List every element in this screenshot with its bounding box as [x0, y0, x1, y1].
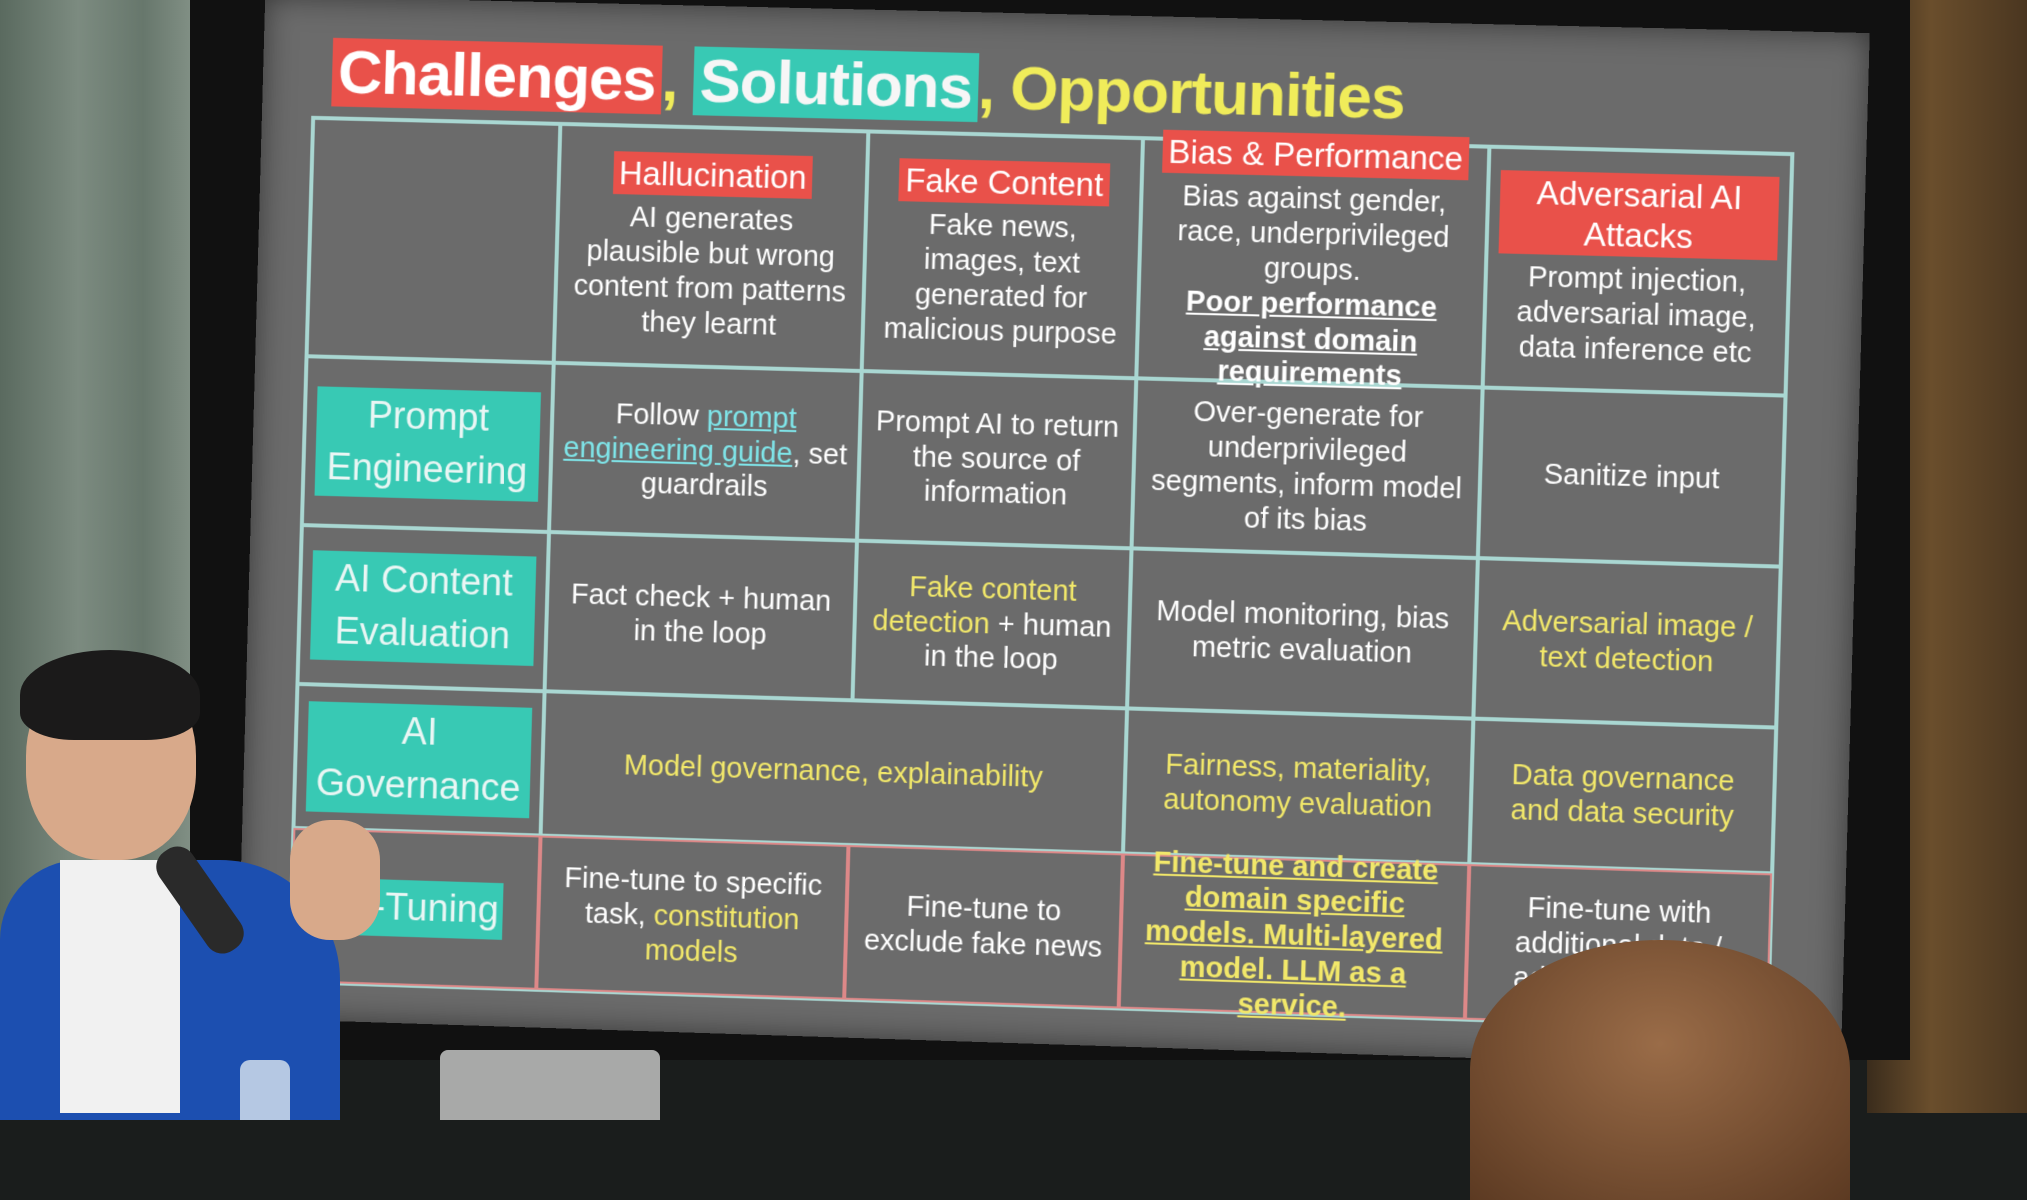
column-title: Adversarial AI Attacks: [1498, 170, 1780, 261]
cell-text: Data governance and data security: [1510, 758, 1736, 833]
cell-text: Over-generate for underprivileged segmen…: [1150, 396, 1463, 538]
cell-governance-bias: Fairness, materiality, autonomy evaluati…: [1123, 708, 1474, 865]
cell-text: Follow: [615, 398, 708, 433]
row-label-prompt-engineering: Prompt Engineering: [301, 356, 554, 533]
cell-text: Fairness, materiality, autonomy evaluati…: [1162, 748, 1433, 824]
presenter-hair: [20, 650, 200, 740]
presenter-hand: [290, 820, 380, 940]
slide-title: Challenges, Solutions, Opportunities: [331, 37, 1406, 134]
cell-text: Fine-tune to exclude fake news: [863, 890, 1103, 964]
row-label-text: AI Content Evaluation: [309, 550, 537, 667]
row-label-ai-governance: AI Governance: [293, 683, 545, 836]
column-title: Hallucination: [612, 150, 814, 200]
title-solutions: Solutions: [692, 46, 979, 123]
presenter-shirt: [60, 860, 180, 1113]
row-label-text: AI Governance: [305, 701, 533, 818]
column-title: Bias & Performance: [1161, 129, 1470, 181]
column-title: Fake Content: [898, 157, 1110, 207]
cell-finetune-hallucination: Fine-tune to specific task, constitution…: [536, 835, 849, 1000]
column-description: Fake news, images, text generated for ma…: [883, 209, 1118, 351]
cell-evaluation-adversarial: Adversarial image / text detection: [1473, 558, 1781, 728]
cell-text: Model governance, explainability: [623, 749, 1044, 795]
cell-text: Model monitoring, bias metric evaluation: [1155, 595, 1450, 670]
cell-text-highlight: constitution models: [644, 899, 800, 970]
row-label-ai-content-evaluation: AI Content Evaluation: [297, 525, 550, 692]
challenges-table: Hallucination AI generates plausible but…: [287, 115, 1795, 1032]
cell-finetune-bias: Fine-tune and create domain specific mod…: [1118, 846, 1470, 1023]
header-bias-performance: Bias & Performance Bias against gender, …: [1136, 129, 1490, 393]
cell-evaluation-hallucination: Fact check + human in the loop: [544, 532, 857, 701]
cell-text: Adversarial image / text detection: [1501, 605, 1754, 679]
header-fake-content: Fake Content Fake news, images, text gen…: [861, 131, 1143, 379]
cell-text: Sanitize input: [1543, 458, 1720, 496]
cell-text: Fact check + human in the loop: [570, 578, 832, 651]
cell-prompt-hallucination: Follow prompt engineering guide, set gua…: [549, 362, 862, 541]
cell-prompt-adversarial: Sanitize input: [1477, 387, 1786, 567]
title-challenges: Challenges: [331, 37, 663, 115]
cell-governance-adversarial: Data governance and data security: [1469, 718, 1777, 874]
laptop: [440, 1050, 660, 1120]
projected-slide: Challenges, Solutions, Opportunities Hal…: [236, 0, 1870, 1070]
column-description: Bias against gender, race, underprivileg…: [1177, 180, 1450, 287]
cell-evaluation-bias: Model monitoring, bias metric evaluation: [1127, 548, 1478, 719]
header-hallucination: Hallucination AI generates plausible but…: [553, 123, 869, 371]
cell-prompt-bias: Over-generate for underprivileged segmen…: [1131, 378, 1483, 559]
title-separator: ,: [660, 45, 695, 116]
audience-member-head: [1470, 940, 1850, 1200]
column-description: AI generates plausible but wrong content…: [573, 201, 847, 342]
cell-text: Fine-tune and create domain specific mod…: [1144, 845, 1444, 1024]
cell-evaluation-fake-content: Fake content detection + human in the lo…: [852, 540, 1132, 709]
empty-corner-cell: [306, 117, 561, 363]
row-label-text: Prompt Engineering: [314, 386, 542, 503]
column-description: Prompt injection, adversarial image, dat…: [1516, 261, 1757, 370]
cell-prompt-fake-content: Prompt AI to return the source of inform…: [856, 370, 1137, 549]
cell-governance-hallucination-fake: Model governance, explainability: [540, 691, 1128, 854]
title-opportunities: Opportunities: [1009, 53, 1406, 133]
cell-finetune-fake-content: Fine-tune to exclude fake news: [844, 845, 1124, 1009]
title-separator: ,: [977, 53, 1012, 123]
water-bottle: [240, 1060, 290, 1120]
header-adversarial-attacks: Adversarial AI Attacks Prompt injection,…: [1482, 146, 1793, 396]
cell-text: Prompt AI to return the source of inform…: [875, 405, 1120, 512]
